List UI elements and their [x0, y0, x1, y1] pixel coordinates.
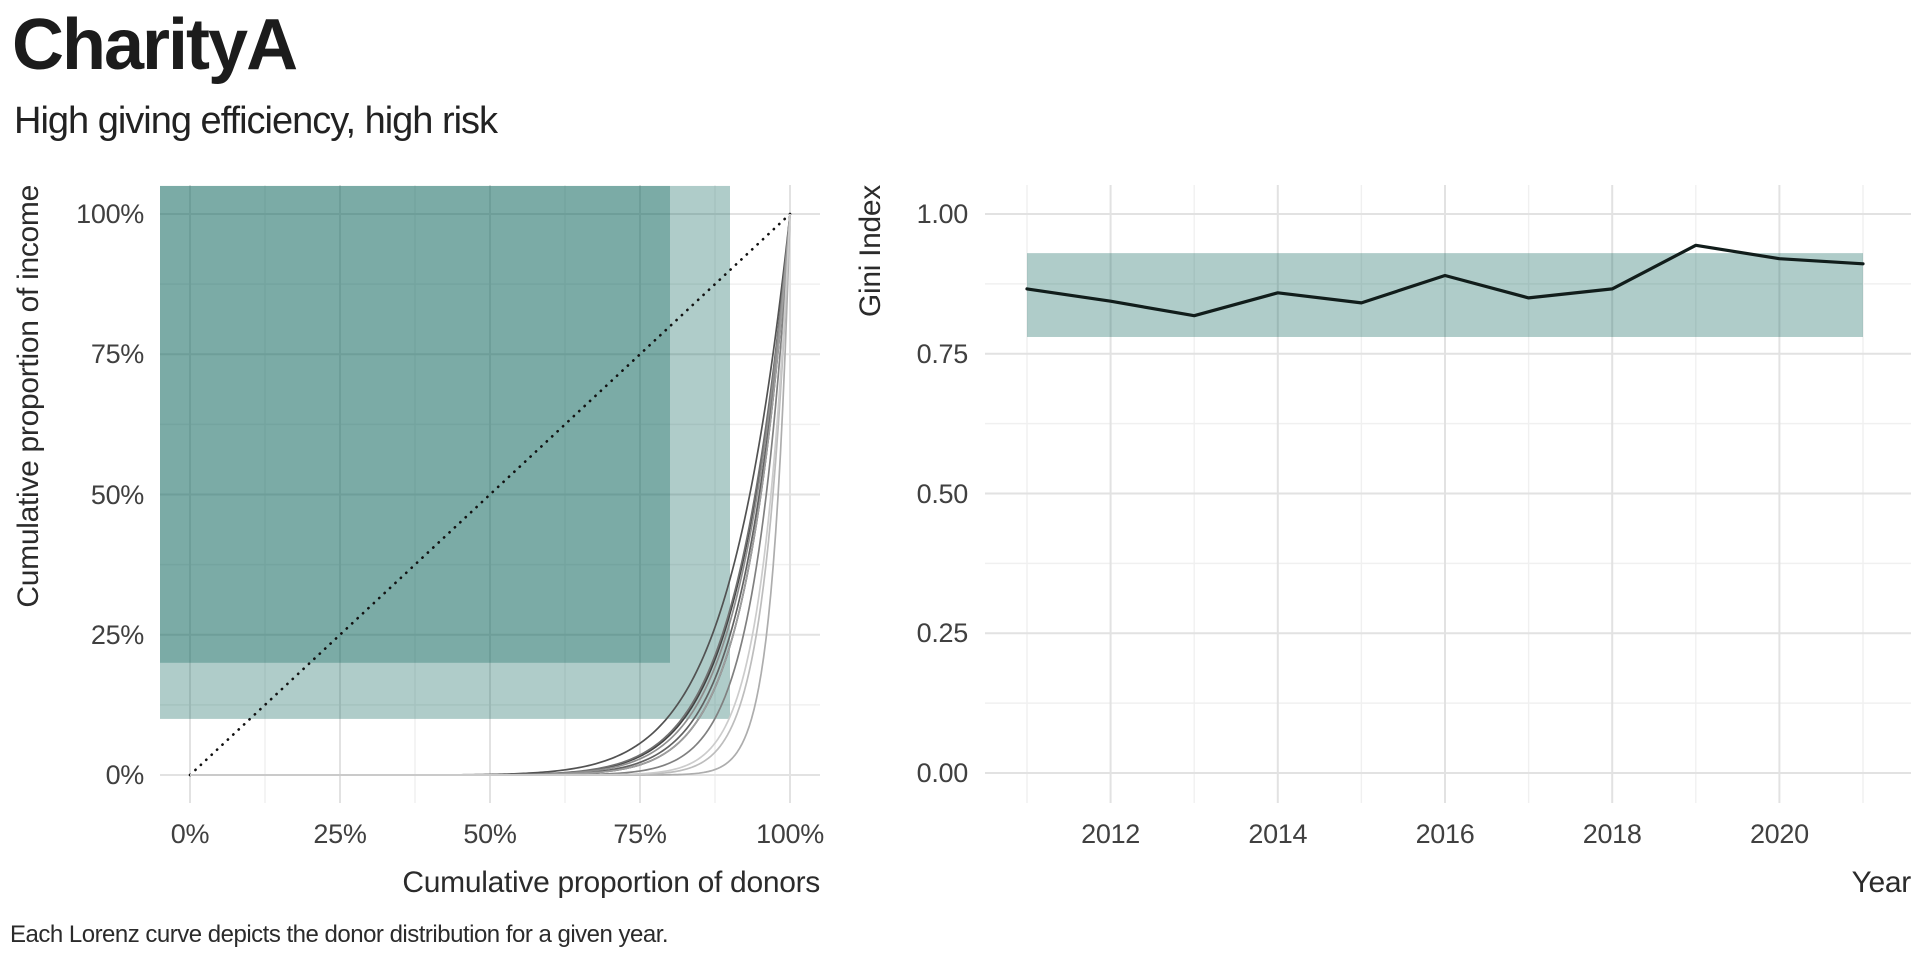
- lorenz-x-axis-title: Cumulative proportion of donors: [402, 866, 820, 899]
- lorenz-y-tick-label: 75%: [90, 339, 144, 370]
- gini-y-tick-label: 0.25: [916, 618, 969, 649]
- gini-y-tick-label: 1.00: [916, 199, 969, 229]
- lorenz-x-tick-label: 0%: [170, 819, 210, 849]
- gini-range-band: [1027, 253, 1863, 337]
- gini-y-tick-label: 0.75: [916, 338, 969, 369]
- lorenz-y-tick-label: 50%: [90, 479, 144, 510]
- gini-x-tick-label: 2018: [1582, 819, 1642, 849]
- gini-x-tick-label: 2016: [1415, 819, 1475, 849]
- lorenz-x-tick-label: 50%: [463, 819, 517, 849]
- gini-trend-line: [1025, 243, 1865, 318]
- gini-x-tick-label: 2020: [1749, 819, 1809, 849]
- lorenz-y-axis-title: Cumulative proportion of income: [12, 185, 45, 608]
- lorenz-curve-chart: [160, 185, 820, 803]
- lorenz-curve-2021: [190, 213, 791, 776]
- lorenz-x-tick-label: 75%: [613, 819, 667, 849]
- lorenz-y-tick-label: 25%: [90, 619, 144, 650]
- chart-caption: Each Lorenz curve depicts the donor dist…: [10, 921, 669, 948]
- lorenz-y-tick-label: 0%: [105, 760, 145, 790]
- gini-y-tick-label: 0.50: [916, 478, 969, 509]
- lorenz-x-tick-label: 25%: [313, 819, 367, 849]
- gini-x-tick-label: 2012: [1081, 819, 1141, 849]
- gini-x-tick-label: 2014: [1248, 819, 1308, 849]
- page-subtitle: High giving efficiency, high risk: [14, 100, 498, 142]
- lorenz-x-tick-label: 100%: [756, 819, 824, 849]
- page-title: CharityA: [12, 5, 298, 85]
- lorenz-y-tick-label: 100%: [76, 199, 144, 229]
- gini-x-axis-title: Year: [1851, 866, 1912, 899]
- gini-y-tick-label: 0.00: [916, 758, 969, 788]
- gini-index-trend-chart: [985, 185, 1911, 803]
